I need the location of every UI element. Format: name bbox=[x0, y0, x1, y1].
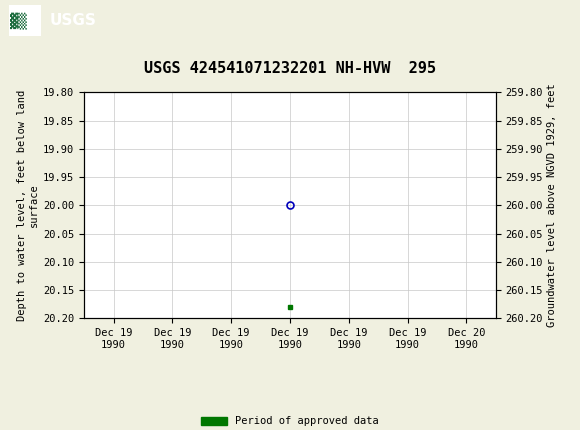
Y-axis label: Groundwater level above NGVD 1929, feet: Groundwater level above NGVD 1929, feet bbox=[548, 83, 557, 327]
Text: ▓▒: ▓▒ bbox=[10, 12, 27, 29]
FancyBboxPatch shape bbox=[9, 5, 41, 36]
Text: USGS: USGS bbox=[49, 13, 96, 28]
Y-axis label: Depth to water level, feet below land
surface: Depth to water level, feet below land su… bbox=[17, 90, 39, 321]
Text: USGS 424541071232201 NH-HVW  295: USGS 424541071232201 NH-HVW 295 bbox=[144, 61, 436, 76]
Legend: Period of approved data: Period of approved data bbox=[197, 412, 383, 430]
